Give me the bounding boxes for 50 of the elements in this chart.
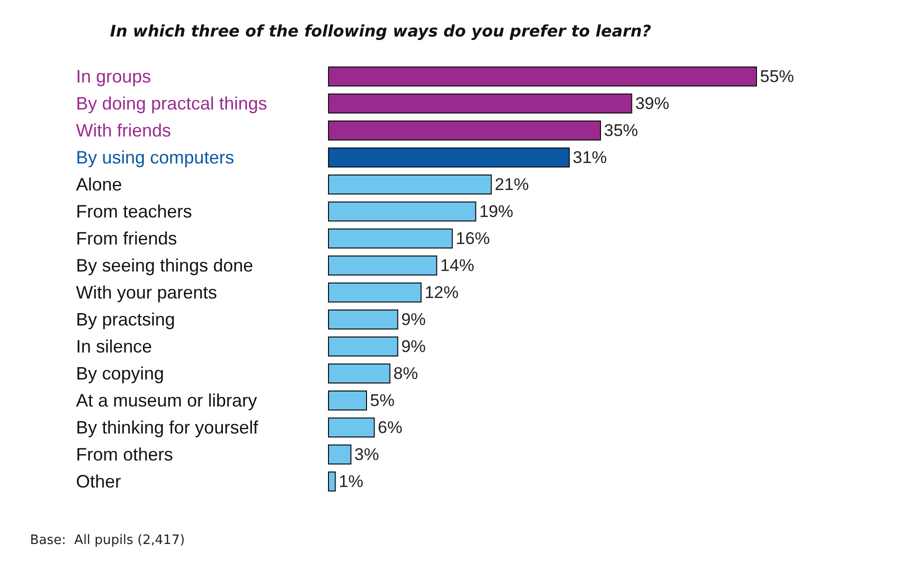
bar xyxy=(328,444,352,464)
data-label: 9% xyxy=(401,337,426,356)
data-label: 5% xyxy=(370,391,395,410)
bar xyxy=(328,336,398,356)
bar xyxy=(328,94,632,114)
data-label: 35% xyxy=(604,121,638,140)
data-label: 1% xyxy=(338,472,364,491)
bar xyxy=(328,120,601,140)
data-label: 19% xyxy=(479,202,514,221)
bar xyxy=(328,174,492,194)
y-tick-label: Other xyxy=(76,472,122,492)
data-label: 21% xyxy=(494,175,529,194)
bar xyxy=(328,310,398,330)
bar xyxy=(328,148,570,168)
y-tick-label: With friends xyxy=(76,120,172,140)
bar xyxy=(328,364,390,384)
y-tick-label: By using computers xyxy=(76,148,234,168)
bar xyxy=(328,418,375,438)
y-tick-label: From teachers xyxy=(76,202,192,222)
y-tick-label: By seeing things done xyxy=(76,256,254,276)
data-label: 9% xyxy=(401,310,426,329)
y-tick-label: Alone xyxy=(76,174,122,194)
y-tick-label: At a museum or library xyxy=(76,390,258,410)
y-tick-label: By practsing xyxy=(76,310,176,330)
bar xyxy=(328,472,336,492)
data-label: 6% xyxy=(378,418,402,437)
bar xyxy=(328,228,453,248)
bar xyxy=(328,66,757,86)
data-label: 8% xyxy=(393,364,418,383)
data-label: 12% xyxy=(424,283,459,302)
data-label: 16% xyxy=(456,229,490,248)
bar xyxy=(328,256,438,276)
y-tick-label: By thinking for yourself xyxy=(76,418,260,438)
data-label: 39% xyxy=(635,94,670,113)
data-label: 3% xyxy=(354,445,379,464)
bar xyxy=(328,202,476,222)
y-tick-label: In groups xyxy=(76,66,152,86)
data-label: 14% xyxy=(440,256,474,275)
y-tick-label: By doing practcal things xyxy=(76,94,268,114)
data-label: 55% xyxy=(760,67,794,86)
text: Base: All pupils (2,417) xyxy=(30,533,185,548)
bar xyxy=(328,390,367,410)
y-tick-label: From friends xyxy=(76,228,178,248)
y-tick-label: From others xyxy=(76,444,174,464)
y-tick-label: By copying xyxy=(76,364,164,384)
chart-title: In which three of the following ways do you prefer to learn? xyxy=(110,22,652,40)
bar xyxy=(328,282,422,302)
y-tick-label: In silence xyxy=(76,336,152,356)
y-tick-label: With your parents xyxy=(76,282,218,302)
data-label: 31% xyxy=(572,148,607,167)
